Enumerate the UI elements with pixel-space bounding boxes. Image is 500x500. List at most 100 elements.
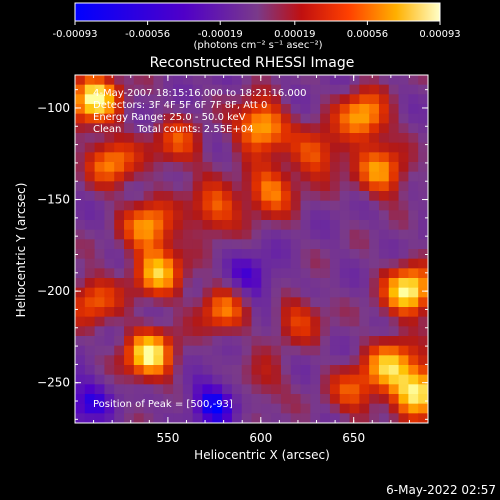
heatmap-cell	[173, 75, 184, 86]
heatmap-cell	[124, 113, 135, 124]
heatmap-cell	[202, 220, 213, 231]
heatmap-cell	[251, 123, 262, 134]
heatmap-cell	[388, 287, 399, 298]
heatmap-cell	[212, 181, 223, 192]
heatmap-cell	[261, 191, 272, 202]
heatmap-cell	[202, 413, 213, 424]
heatmap-cell	[133, 345, 145, 356]
heatmap-cell	[182, 249, 194, 260]
heatmap-cell	[153, 229, 164, 240]
heatmap-cell	[251, 355, 262, 366]
heatmap-cell	[349, 278, 360, 289]
heatmap-cell	[104, 394, 115, 405]
heatmap-cell	[310, 336, 321, 347]
heatmap-cell	[192, 113, 203, 124]
heatmap-cell	[339, 249, 350, 260]
heatmap-cell	[114, 210, 125, 221]
heatmap-cell	[182, 210, 194, 221]
heatmap-cell	[310, 104, 321, 115]
heatmap-cell	[143, 413, 154, 424]
heatmap-cell	[153, 162, 164, 173]
heatmap-cell	[163, 229, 174, 240]
heatmap-cell	[349, 229, 360, 240]
heatmap-cell	[173, 104, 184, 115]
heatmap-cell	[359, 171, 370, 182]
heatmap-cell	[280, 181, 292, 192]
heatmap-cell	[388, 278, 399, 289]
heatmap-cell	[104, 413, 115, 424]
heatmap-cell	[329, 152, 341, 163]
heatmap-cell	[124, 287, 135, 298]
heatmap-cell	[310, 268, 321, 279]
heatmap-cell	[388, 162, 399, 173]
heatmap-cell	[369, 104, 380, 115]
heatmap-cell	[339, 133, 350, 144]
heatmap-cell	[369, 345, 380, 356]
heatmap-cell	[408, 113, 419, 124]
heatmap-cell	[231, 191, 243, 202]
heatmap-cell	[75, 84, 86, 95]
heatmap-cell	[398, 133, 409, 144]
heatmap-cell	[222, 278, 233, 289]
heatmap-cell	[241, 171, 252, 182]
heatmap-cell	[418, 84, 429, 95]
heatmap-cell	[290, 287, 301, 298]
heatmap-cell	[182, 181, 194, 192]
heatmap-cell	[202, 171, 213, 182]
heatmap-cell	[280, 374, 292, 385]
heatmap-cell	[300, 113, 311, 124]
heatmap-cell	[114, 162, 125, 173]
heatmap-cell	[182, 403, 194, 414]
heatmap-cell	[222, 84, 233, 95]
heatmap-cell	[378, 84, 390, 95]
heatmap-cell	[143, 162, 154, 173]
heatmap-cell	[163, 403, 174, 414]
heatmap-cell	[143, 123, 154, 134]
heatmap-cell	[143, 239, 154, 250]
heatmap-cell	[202, 249, 213, 260]
heatmap-cell	[241, 210, 252, 221]
heatmap-cell	[241, 336, 252, 347]
heatmap-cell	[290, 345, 301, 356]
heatmap-cell	[124, 171, 135, 182]
heatmap-cell	[143, 384, 154, 395]
heatmap-cell	[133, 75, 145, 86]
heatmap-cell	[202, 94, 213, 105]
heatmap-cell	[398, 297, 409, 308]
heatmap-cell	[182, 374, 194, 385]
heatmap-cell	[192, 287, 203, 298]
heatmap-cell	[388, 181, 399, 192]
heatmap-cell	[349, 191, 360, 202]
heatmap-cell	[369, 268, 380, 279]
heatmap-cell	[94, 326, 105, 337]
heatmap-cell	[192, 374, 203, 385]
heatmap-cell	[310, 278, 321, 289]
heatmap-cell	[339, 113, 350, 124]
heatmap-cell	[271, 210, 282, 221]
heatmap-cell	[75, 278, 86, 289]
heatmap-cell	[182, 413, 194, 424]
x-axis-label: Heliocentric X (arcsec)	[194, 448, 330, 462]
heatmap-cell	[202, 326, 213, 337]
heatmap-cell	[251, 268, 262, 279]
heatmap-cell	[369, 278, 380, 289]
heatmap-cell	[280, 123, 292, 134]
heatmap-cell	[418, 191, 429, 202]
heatmap-cell	[378, 171, 390, 182]
heatmap-cell	[369, 355, 380, 366]
heatmap-cell	[143, 152, 154, 163]
heatmap-cell	[378, 162, 390, 173]
heatmap-cell	[153, 316, 164, 327]
heatmap-cell	[408, 316, 419, 327]
heatmap-cell	[418, 162, 429, 173]
heatmap-cell	[114, 326, 125, 337]
heatmap-cell	[133, 171, 145, 182]
heatmap-cell	[114, 258, 125, 269]
heatmap-cell	[163, 297, 174, 308]
heatmap-cell	[329, 297, 341, 308]
heatmap-cell	[388, 326, 399, 337]
heatmap-cell	[143, 268, 154, 279]
heatmap-cell	[359, 152, 370, 163]
heatmap-cell	[163, 191, 174, 202]
